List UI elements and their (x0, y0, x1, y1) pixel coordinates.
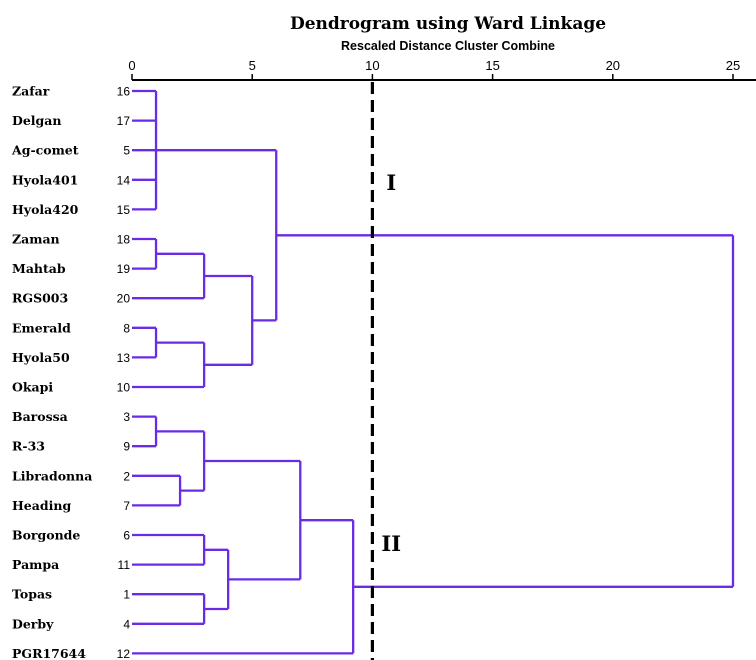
leaf-name: Zafar (12, 84, 50, 99)
leaf-name: R-33 (12, 439, 45, 454)
chart-subtitle: Rescaled Distance Cluster Combine (341, 39, 555, 53)
distance-axis: 0 5 10 15 20 25 (128, 58, 756, 81)
leaf-id: 20 (117, 292, 131, 306)
leaf-id: 11 (118, 558, 131, 572)
leaf-id: 14 (117, 173, 131, 187)
leaf-name: Topas (12, 587, 52, 602)
cluster-label-I: I (386, 170, 396, 195)
leaf-name: Delgan (12, 113, 61, 128)
leaf-id: 1 (123, 588, 130, 602)
leaf-name: Heading (12, 498, 71, 513)
leaf-id: 8 (123, 321, 130, 335)
leaf-id: 10 (117, 381, 131, 395)
x-tick-label: 25 (726, 58, 740, 73)
leaf-id: 3 (123, 410, 130, 424)
leaf-id: 9 (123, 440, 130, 454)
leaf-name: PGR17644 (12, 646, 86, 660)
leaf-name: Emerald (12, 320, 71, 335)
dendrogram-links (132, 89, 735, 655)
leaf-id: 5 (123, 144, 130, 158)
x-tick-label: 20 (606, 58, 620, 73)
x-tick-label: 0 (128, 58, 135, 73)
leaf-name: Barossa (12, 409, 68, 424)
leaf-name: Okapi (12, 380, 53, 395)
leaf-id: 4 (123, 617, 130, 631)
x-tick-label: 10 (365, 58, 379, 73)
leaf-name: Borgonde (12, 528, 80, 543)
leaf-name: Hyola420 (12, 202, 79, 217)
leaf-name: Derby (12, 616, 54, 631)
leaf-id: 2 (123, 469, 130, 483)
x-tick-label: 5 (249, 58, 256, 73)
leaf-id: 6 (123, 529, 130, 543)
leaf-name: Mahtab (12, 261, 66, 276)
leaf-name: RGS003 (12, 291, 68, 306)
cluster-label-II: II (381, 531, 401, 556)
leaf-id: 18 (117, 233, 131, 247)
leaf-id: 13 (117, 351, 131, 365)
leaf-name: Hyola50 (12, 350, 70, 365)
x-tick-label: 15 (485, 58, 499, 73)
leaf-id: 17 (117, 114, 131, 128)
leaf-id: 12 (117, 647, 131, 660)
chart-title: Dendrogram using Ward Linkage (290, 14, 606, 34)
leaf-name: Hyola401 (12, 172, 78, 187)
leaf-id: 19 (117, 262, 131, 276)
leaf-id: 7 (123, 499, 130, 513)
leaf-name: Ag-comet (11, 143, 79, 158)
leaf-name: Zaman (12, 232, 60, 247)
leaf-id: 16 (117, 85, 131, 99)
leaf-id: 15 (117, 203, 131, 217)
leaf-name: Libradonna (12, 468, 92, 483)
leaf-name: Pampa (12, 557, 59, 572)
